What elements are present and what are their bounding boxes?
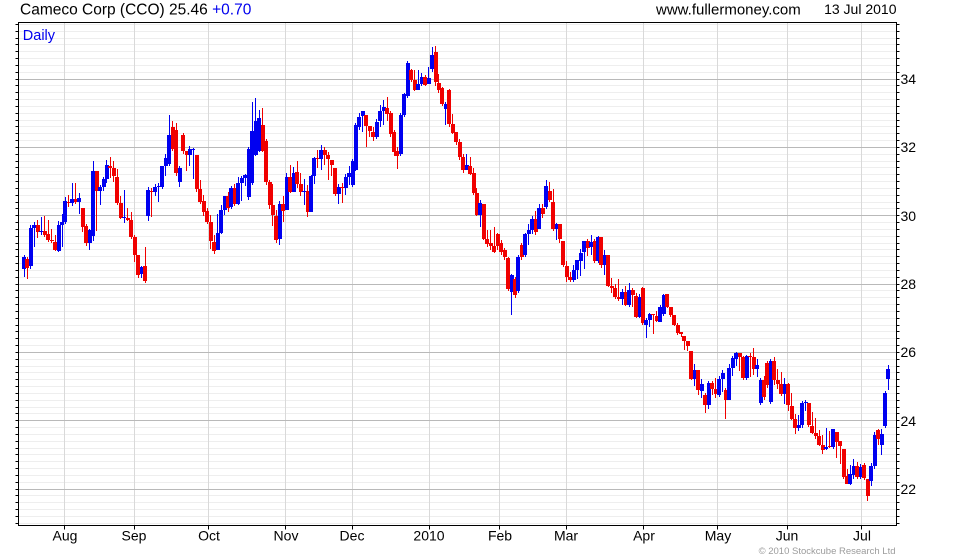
svg-text:Cameco Corp (CCO) 25.46 +0.70: Cameco Corp (CCO) 25.46 +0.70 (20, 2, 252, 19)
svg-text:www.fullermoney.com: www.fullermoney.com (655, 2, 801, 19)
svg-text:22: 22 (901, 481, 917, 497)
svg-text:Mar: Mar (554, 528, 578, 544)
svg-text:24: 24 (901, 413, 917, 429)
svg-text:34: 34 (901, 71, 917, 87)
svg-text:Oct: Oct (198, 528, 220, 544)
svg-text:32: 32 (901, 139, 917, 155)
svg-text:Aug: Aug (53, 528, 78, 544)
svg-text:Jun: Jun (776, 528, 799, 544)
svg-text:30: 30 (901, 208, 917, 224)
svg-text:2010: 2010 (413, 528, 444, 544)
svg-text:Sep: Sep (122, 528, 147, 544)
svg-text:13 Jul 2010: 13 Jul 2010 (824, 1, 897, 17)
svg-text:May: May (705, 528, 731, 544)
svg-text:Dec: Dec (340, 528, 365, 544)
svg-text:Nov: Nov (274, 528, 299, 544)
svg-text:Apr: Apr (633, 528, 655, 544)
svg-text:© 2010 Stockcube Research Ltd: © 2010 Stockcube Research Ltd (759, 546, 896, 557)
svg-text:26: 26 (901, 344, 917, 360)
svg-text:Daily: Daily (23, 28, 56, 44)
svg-text:Jul: Jul (853, 528, 871, 544)
svg-text:28: 28 (901, 276, 917, 292)
svg-text:Feb: Feb (488, 528, 512, 544)
